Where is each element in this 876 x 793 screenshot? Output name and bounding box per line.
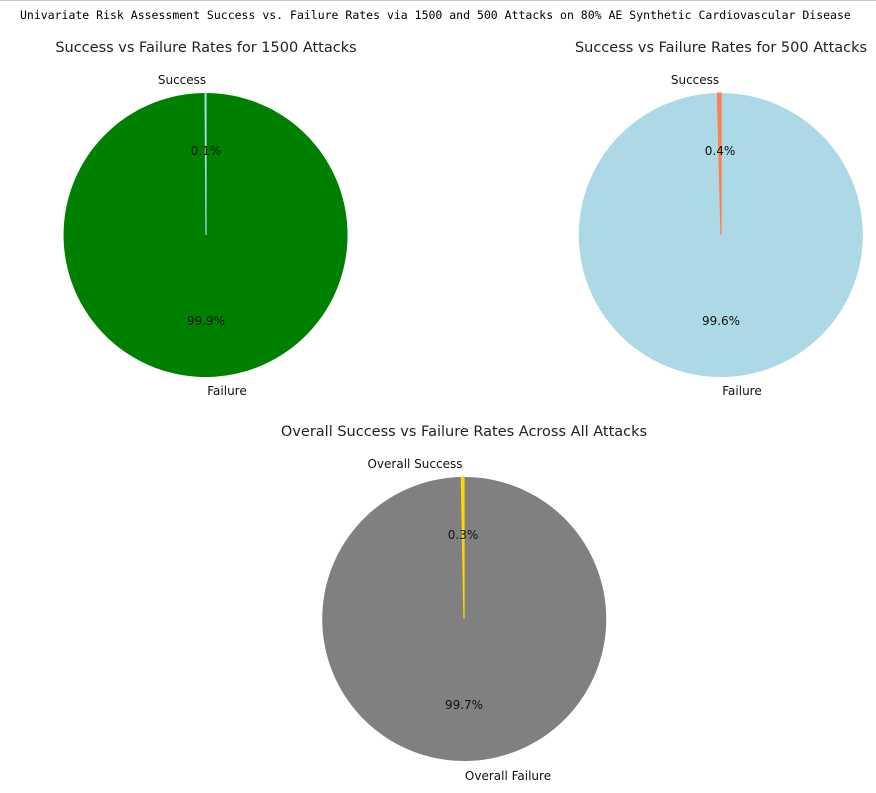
- slice-label-success: Overall Success: [367, 457, 462, 471]
- pie-slice-success: [716, 92, 722, 236]
- pie-slices: [322, 476, 607, 761]
- pct-label-success: 0.3%: [448, 528, 479, 542]
- pie-slice-overall-success: [460, 476, 465, 620]
- slice-label-failure: Failure: [207, 384, 246, 398]
- pct-label-success: 0.1%: [191, 144, 222, 158]
- pie-chart-500-attacks: Success vs Failure Rates for 500 Attacks…: [575, 40, 867, 398]
- pct-label-failure: 99.6%: [702, 314, 740, 328]
- pie-slices: [578, 92, 863, 377]
- pie-slice-success: [204, 92, 207, 236]
- top-divider: [0, 0, 876, 1]
- pct-label-failure: 99.9%: [187, 314, 225, 328]
- slice-label-failure: Failure: [722, 384, 761, 398]
- pct-label-success: 0.4%: [705, 144, 736, 158]
- slice-label-failure: Overall Failure: [465, 769, 551, 783]
- pie-chart-1500-attacks: Success vs Failure Rates for 1500 Attack…: [55, 40, 356, 398]
- slice-label-success: Success: [671, 73, 719, 87]
- pie-slices: [63, 92, 348, 377]
- pie-chart-overall: Overall Success vs Failure Rates Across …: [281, 424, 647, 783]
- chart-title: Success vs Failure Rates for 500 Attacks: [575, 40, 867, 56]
- slice-label-success: Success: [158, 73, 206, 87]
- chart-title: Success vs Failure Rates for 1500 Attack…: [55, 40, 356, 56]
- chart-title: Overall Success vs Failure Rates Across …: [281, 424, 647, 440]
- pct-label-failure: 99.7%: [445, 698, 483, 712]
- cell-output-header: Univariate Risk Assessment Success vs. F…: [20, 8, 851, 22]
